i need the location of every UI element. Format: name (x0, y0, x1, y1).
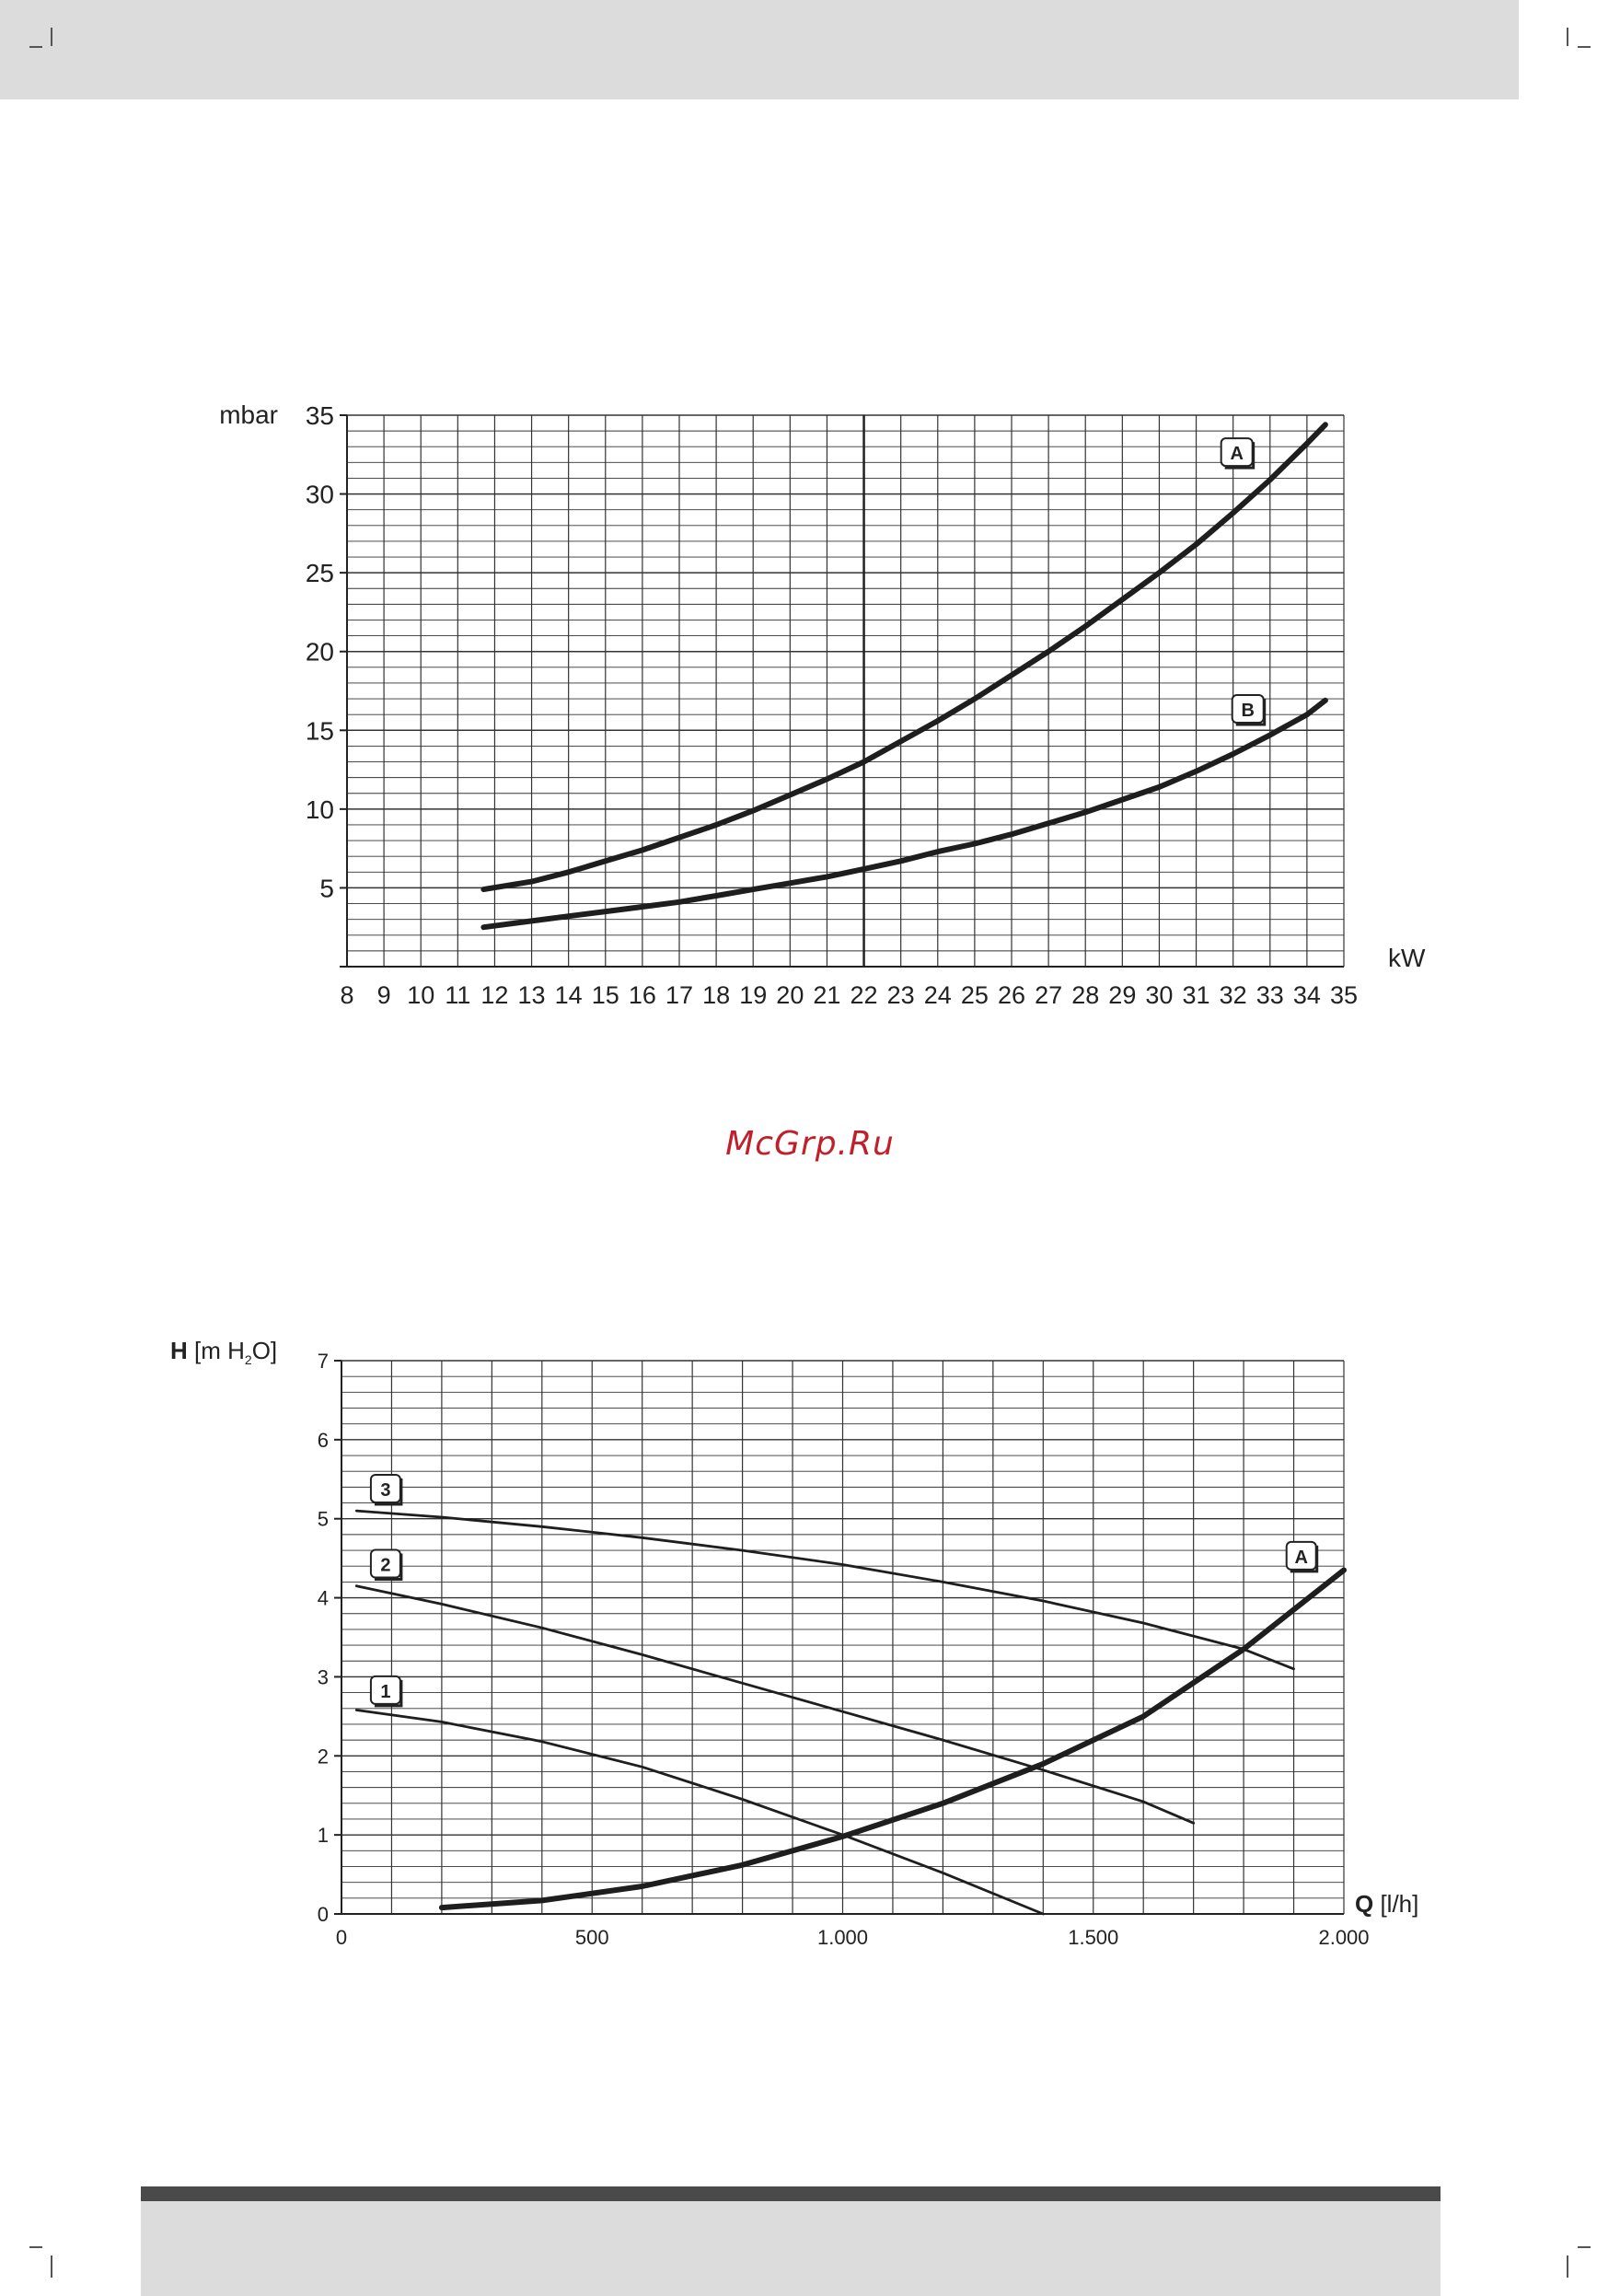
series-label-3: 3 (369, 1473, 403, 1506)
x-tick-label: 8 (340, 981, 353, 1009)
crop-mark (29, 46, 42, 48)
x-tick-label: 18 (702, 981, 730, 1009)
footer-rule (141, 2186, 1441, 2201)
series-label-1-shadow (374, 1679, 403, 1708)
pressure-loss-chart: 5 10 15 20 25 30 35 8 9 10 11 12 13 14 15 16 17 18 19 20 21 2… (219, 400, 1426, 1009)
y-tick-label: 7 (318, 1350, 329, 1373)
y-axis-label: H [m H2O] (170, 1337, 277, 1367)
series-label-3-shadow (374, 1478, 403, 1506)
x-tick-label: 19 (739, 981, 767, 1009)
series-label-a-shadow (1224, 442, 1256, 470)
y-tick-label: 15 (306, 716, 334, 745)
x-tick-label: 13 (518, 981, 546, 1009)
x-tick-label: 24 (924, 981, 952, 1009)
x-tick-label: 20 (776, 981, 804, 1009)
crop-mark (1567, 28, 1568, 46)
series-line-a (438, 1567, 1347, 1911)
watermark: McGrp.Ru (725, 1125, 895, 1163)
y-tick-label: 5 (318, 1508, 329, 1531)
x-tick-label: 17 (665, 981, 693, 1009)
x-tick-label: 12 (480, 981, 508, 1009)
series-line-a (480, 422, 1328, 893)
x-tick-label: 2.000 (1318, 1926, 1369, 1949)
crop-mark (1578, 46, 1591, 48)
series-label-b-shadow (1235, 699, 1267, 726)
crop-mark (51, 28, 52, 46)
x-tick-label: 31 (1183, 981, 1210, 1009)
crop-mark (29, 2246, 42, 2248)
series-label-b-text: B (1241, 701, 1254, 721)
crop-mark (1567, 2255, 1568, 2278)
y-tick-label: 2 (318, 1745, 329, 1768)
x-tick-label: 15 (592, 981, 619, 1009)
crop-mark (51, 2255, 52, 2278)
y-tick-label: 5 (319, 874, 334, 902)
series-label-a-shadow (1290, 1545, 1319, 1573)
series-line-2 (354, 1584, 1196, 1825)
series-label-2: 2 (369, 1548, 403, 1582)
x-tick-label: 28 (1071, 981, 1099, 1009)
crop-mark (1578, 2246, 1591, 2248)
x-tick-label: 10 (407, 981, 434, 1009)
x-tick-label: 30 (1145, 981, 1173, 1009)
x-tick-label: 16 (629, 981, 656, 1009)
x-axis-label: Q [l/h] (1355, 1890, 1418, 1918)
series-label-b: B (1231, 694, 1267, 726)
y-tick-label: 25 (306, 559, 334, 587)
series-label-2-shadow (374, 1553, 403, 1582)
series-label-a-text: A (1294, 1548, 1307, 1568)
header-band (0, 0, 1519, 99)
x-tick-label: 22 (850, 981, 878, 1009)
y-tick-label: 6 (318, 1429, 329, 1452)
x-tick-label: 23 (887, 981, 915, 1009)
y-tick-label: 4 (318, 1587, 329, 1610)
x-axis-label: kW (1388, 944, 1426, 972)
series-line-3 (354, 1509, 1295, 1671)
x-tick-label: 21 (813, 981, 840, 1009)
x-tick-label: 1.000 (817, 1926, 868, 1949)
x-tick-label: 0 (336, 1926, 347, 1949)
x-tick-label: 9 (377, 981, 391, 1009)
series-label-2-text: 2 (380, 1556, 390, 1576)
y-tick-label: 30 (306, 481, 334, 509)
y-axis-label: mbar (219, 400, 278, 429)
series-label-1-text: 1 (380, 1682, 390, 1702)
x-tick-label: 29 (1108, 981, 1136, 1009)
series-label-1: 1 (369, 1675, 403, 1708)
x-tick-label: 27 (1035, 981, 1062, 1009)
y-tick-label: 1 (318, 1824, 329, 1847)
series-line-b (480, 697, 1328, 931)
x-tick-label: 1.500 (1068, 1926, 1118, 1949)
x-tick-label: 25 (961, 981, 989, 1009)
y-tick-label: 35 (306, 401, 334, 430)
x-tick-label: 11 (445, 981, 470, 1009)
y-tick-label: 0 (318, 1903, 329, 1926)
y-tick-label: 10 (306, 795, 334, 824)
x-tick-label: 34 (1293, 981, 1321, 1009)
x-tick-label: 33 (1256, 981, 1284, 1009)
pump-head-chart: 0 1 2 3 4 5 6 7 0 500 1.000 1.500 2.000 H [m H2O] Q [l… (170, 1337, 1418, 1949)
y-tick-label: 3 (318, 1665, 329, 1688)
series-line-1 (354, 1709, 1045, 1916)
x-tick-label: 14 (555, 981, 583, 1009)
series-label-a: A (1285, 1540, 1319, 1573)
x-tick-label: 500 (575, 1926, 609, 1949)
x-tick-label: 26 (998, 981, 1025, 1009)
series-label-a-text: A (1230, 444, 1243, 464)
series-label-3-text: 3 (380, 1480, 390, 1501)
x-tick-label: 32 (1220, 981, 1247, 1009)
y-tick-label: 20 (306, 638, 334, 667)
x-tick-label: 35 (1330, 981, 1358, 1009)
footer-band (141, 2201, 1441, 2296)
series-label-a: A (1220, 437, 1256, 470)
